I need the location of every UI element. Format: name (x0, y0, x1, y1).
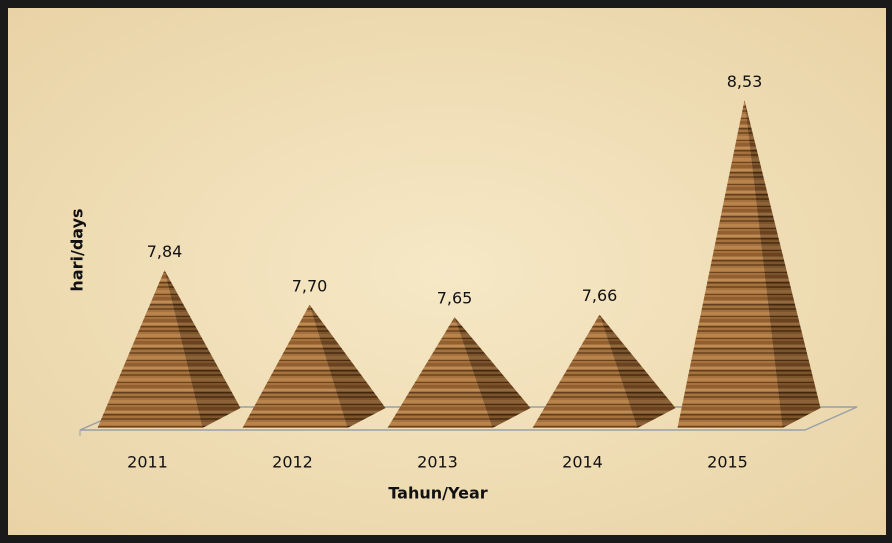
x-tick-label: 2011 (127, 453, 168, 472)
pyramid (532, 314, 676, 428)
pyramid-front-tint (97, 270, 203, 428)
pyramid-side-shade (599, 314, 676, 428)
x-axis-label: Tahun/Year (388, 484, 487, 503)
pyramid-front (97, 270, 203, 428)
value-label: 7,66 (582, 286, 618, 305)
value-label: 7,65 (437, 289, 473, 308)
value-label: 8,53 (727, 72, 763, 91)
value-label: 7,70 (292, 276, 328, 295)
pyramid-side-shade (309, 304, 386, 428)
pyramid (242, 304, 386, 428)
pyramid-side (454, 317, 531, 428)
pyramid-front (532, 314, 638, 428)
pyramid-front (677, 100, 783, 428)
x-tick-label: 2014 (562, 453, 603, 472)
pyramid-side (309, 304, 386, 428)
x-tick-label: 2013 (417, 453, 458, 472)
x-tick-label: 2015 (707, 453, 748, 472)
pyramid-side-shade (744, 100, 821, 428)
pyramid-front-tint (387, 317, 493, 428)
pyramid-front (387, 317, 493, 428)
pyramid (387, 317, 531, 428)
pyramid-side-shade (164, 270, 241, 428)
pyramid-side (164, 270, 241, 428)
pyramid-side-shade (454, 317, 531, 428)
x-tick-label: 2012 (272, 453, 313, 472)
pyramid-front-tint (532, 314, 638, 428)
pyramid-side (744, 100, 821, 428)
value-label: 7,84 (147, 242, 183, 261)
pyramid-side (599, 314, 676, 428)
pyramid-front (242, 304, 348, 428)
pyramid-front-tint (677, 100, 783, 428)
pyramid-front-tint (242, 304, 348, 428)
pyramid (97, 270, 241, 428)
y-axis-label: hari/days (68, 208, 87, 291)
pyramid (677, 100, 821, 428)
